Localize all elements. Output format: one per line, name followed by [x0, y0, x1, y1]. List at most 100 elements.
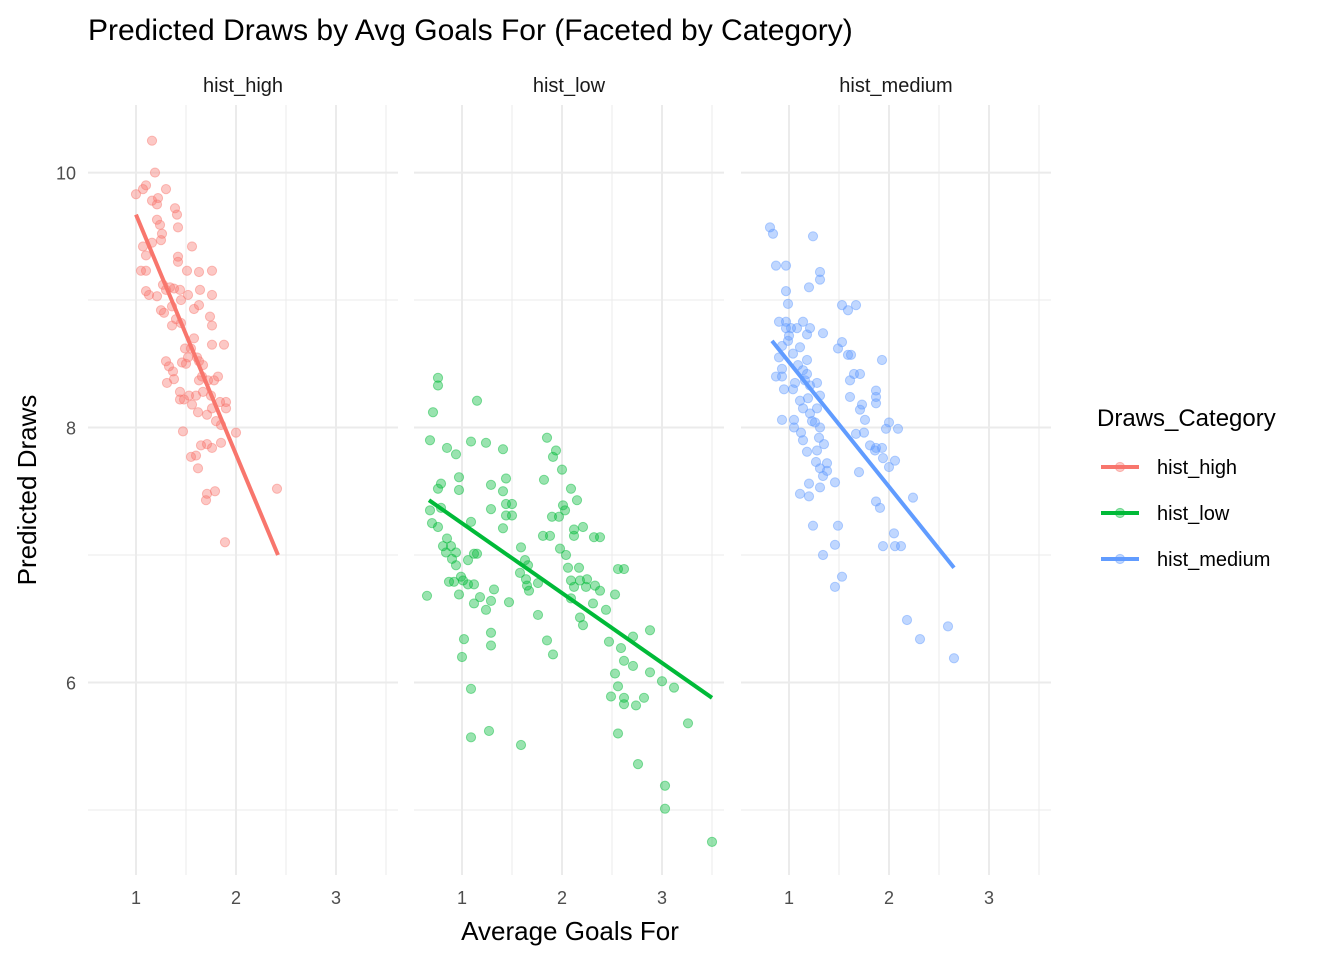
- data-point: [571, 495, 583, 506]
- data-point: [577, 521, 589, 533]
- data-point: [788, 414, 800, 425]
- data-point: [850, 428, 862, 440]
- data-point: [546, 511, 558, 522]
- data-point: [167, 366, 179, 377]
- data-point: [807, 231, 819, 242]
- data-point: [201, 409, 213, 420]
- x-axis-title: Average Goals For: [461, 916, 679, 946]
- data-point: [782, 298, 794, 309]
- data-point: [801, 446, 813, 457]
- data-point: [497, 523, 509, 534]
- trend-line: [427, 498, 714, 700]
- data-point: [794, 342, 806, 353]
- data-point: [568, 524, 580, 535]
- data-point: [271, 483, 283, 494]
- y-tick-label: 6: [66, 674, 76, 694]
- x-tick-label: 2: [231, 888, 241, 908]
- data-point: [182, 352, 194, 363]
- data-point: [811, 403, 823, 414]
- data-point: [782, 335, 794, 346]
- data-point: [171, 209, 183, 220]
- data-point: [787, 348, 799, 359]
- data-point: [453, 484, 465, 496]
- data-point: [630, 700, 642, 711]
- data-point: [174, 386, 186, 397]
- legend: Draws_Category hist_high hist_low hist_med…: [1097, 405, 1276, 571]
- data-point: [152, 192, 164, 204]
- data-point: [817, 470, 829, 482]
- data-point: [426, 518, 438, 529]
- data-point: [788, 422, 800, 433]
- data-point: [780, 286, 792, 297]
- data-point: [588, 532, 600, 543]
- data-point: [794, 395, 806, 406]
- data-point: [219, 537, 231, 548]
- x-tick-label: 3: [331, 888, 341, 908]
- data-point: [183, 390, 195, 401]
- data-point: [821, 458, 833, 469]
- data-point: [776, 414, 788, 425]
- data-point: [485, 627, 497, 638]
- data-point: [230, 427, 242, 438]
- data-point: [550, 445, 562, 456]
- data-point: [880, 423, 892, 434]
- data-point: [432, 483, 444, 494]
- data-point: [206, 265, 218, 276]
- data-point: [421, 590, 433, 601]
- data-point: [780, 322, 792, 334]
- data-point: [541, 432, 553, 443]
- data-point: [465, 436, 477, 447]
- data-point: [456, 651, 468, 663]
- data-point: [166, 320, 178, 331]
- data-point: [220, 403, 232, 414]
- data-point: [876, 354, 888, 366]
- data-point: [859, 414, 871, 425]
- legend-label: hist_low: [1157, 503, 1230, 525]
- data-point: [568, 530, 580, 541]
- legend-key-point: [1114, 553, 1126, 565]
- data-point: [580, 581, 592, 592]
- data-point: [181, 265, 193, 276]
- data-point: [574, 575, 586, 586]
- data-point: [803, 282, 815, 293]
- legend-key-point: [1114, 507, 1126, 519]
- data-point: [465, 683, 477, 694]
- data-point: [151, 214, 163, 225]
- data-point: [829, 581, 841, 592]
- data-point: [603, 636, 615, 647]
- data-point: [172, 222, 184, 233]
- data-point: [424, 435, 436, 446]
- data-point: [858, 427, 870, 438]
- data-point: [135, 265, 147, 276]
- x-tick-label: 3: [984, 888, 994, 908]
- facet-strip-label: hist_medium: [839, 75, 952, 97]
- data-point: [201, 439, 213, 450]
- data-point: [814, 266, 826, 278]
- data-point: [832, 520, 844, 531]
- data-point: [443, 576, 455, 587]
- data-point: [612, 563, 624, 575]
- data-point: [485, 595, 497, 607]
- data-point: [818, 439, 830, 450]
- data-point: [659, 780, 671, 791]
- data-point: [817, 328, 829, 339]
- data-point: [450, 560, 462, 571]
- legend-title: Draws_Category: [1097, 405, 1276, 432]
- data-point: [465, 516, 477, 527]
- data-point: [810, 456, 822, 468]
- data-point: [532, 609, 544, 621]
- data-point: [638, 692, 650, 703]
- data-point: [215, 437, 227, 448]
- data-point: [140, 250, 152, 261]
- data-point: [218, 339, 230, 350]
- data-point: [836, 300, 848, 311]
- data-point: [870, 385, 882, 396]
- data-point: [870, 496, 882, 507]
- data-point: [557, 500, 569, 511]
- chart-title: Predicted Draws by Avg Goals For (Facete…: [88, 14, 853, 47]
- data-point: [176, 357, 188, 368]
- data-point: [801, 368, 813, 380]
- data-point: [547, 451, 559, 462]
- trend-line: [770, 339, 956, 570]
